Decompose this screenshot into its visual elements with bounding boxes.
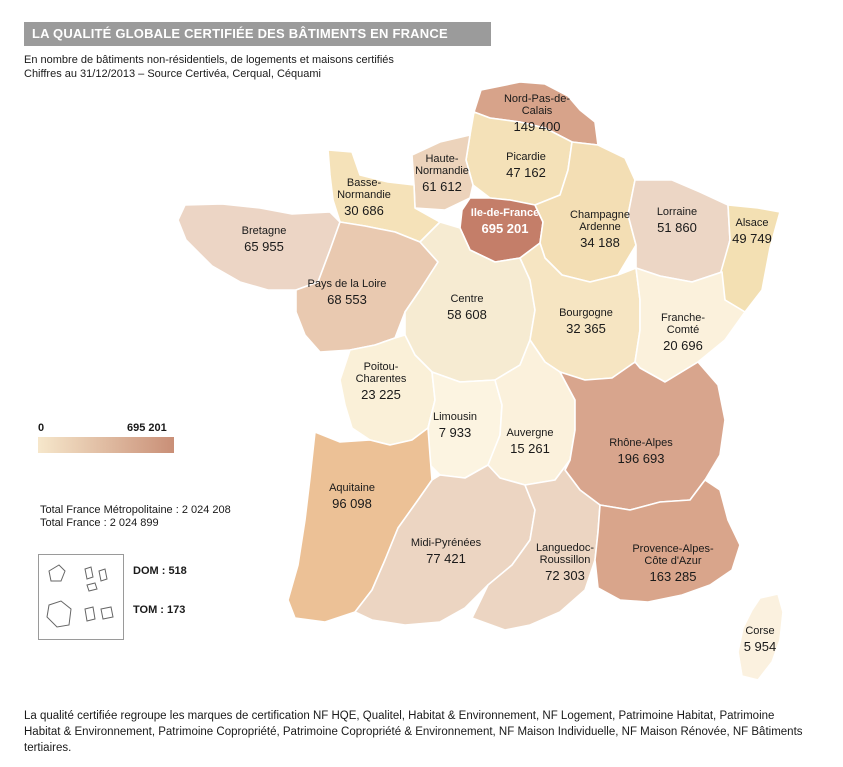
region-name-lorraine: Lorraine	[657, 206, 697, 218]
total-france: Total France : 2 024 899	[40, 517, 159, 529]
region-value-rhone-alpes: 196 693	[618, 451, 665, 466]
subtitle-line-1: En nombre de bâtiments non-résidentiels,…	[24, 54, 394, 66]
island-shape	[100, 606, 114, 620]
region-name-haute-normandie: Normandie	[415, 165, 469, 177]
region-name-nord-pas-de-calais: Calais	[522, 105, 553, 117]
region-shape-franche-comte	[634, 267, 746, 383]
region-shape-midi-pyrenees	[354, 464, 536, 626]
region-value-poitou-charentes: 23 225	[361, 387, 401, 402]
region-value-franche-comte: 20 696	[663, 338, 703, 353]
region-name-franche-comte: Franche-	[661, 312, 705, 324]
region-name-bourgogne: Bourgogne	[559, 307, 613, 319]
island-shape	[98, 568, 108, 582]
region-value-haute-normandie: 61 612	[422, 179, 462, 194]
island-shape	[84, 606, 96, 622]
region-name-franche-comte: Comté	[667, 324, 699, 336]
region-value-limousin: 7 933	[439, 425, 472, 440]
island-shape	[48, 564, 66, 582]
region-value-picardie: 47 162	[506, 165, 546, 180]
dom-tom-inset	[38, 554, 124, 640]
region-shape-corse	[737, 593, 784, 681]
region-value-basse-normandie: 30 686	[344, 203, 384, 218]
region-value-provence-alpes-cote-d-azur: 163 285	[650, 569, 697, 584]
region-name-languedoc-roussillon: Roussillon	[540, 554, 591, 566]
region-name-auvergne: Auvergne	[506, 427, 553, 439]
region-value-bretagne: 65 955	[244, 239, 284, 254]
region-value-midi-pyrenees: 77 421	[426, 551, 466, 566]
region-shape-provence-alpes-cote-dazur	[594, 479, 741, 603]
region-name-basse-normandie: Normandie	[337, 189, 391, 201]
region-value-languedoc-roussillon: 72 303	[545, 568, 585, 583]
region-name-pays-de-la-loire: Pays de la Loire	[308, 278, 387, 290]
region-shape-languedoc-roussillon	[471, 459, 601, 631]
legend-color-gradient	[38, 437, 174, 453]
dom-tom-islands	[46, 564, 114, 628]
region-value-centre: 58 608	[447, 307, 487, 322]
island-shape	[46, 600, 72, 628]
region-value-pays-de-la-loire: 68 553	[327, 292, 367, 307]
region-value-auvergne: 15 261	[510, 441, 550, 456]
region-value-alsace: 49 749	[732, 231, 772, 246]
region-value-lorraine: 51 860	[657, 220, 697, 235]
region-value-corse: 5 954	[744, 639, 777, 654]
region-name-centre: Centre	[450, 293, 483, 305]
region-value-champagneardenne: 34 188	[580, 235, 620, 250]
region-name-haute-normandie: Haute-	[425, 153, 458, 165]
region-name-aquitaine: Aquitaine	[329, 482, 375, 494]
island-shape	[84, 566, 94, 580]
region-name-rhone-alpes: Rhône-Alpes	[609, 437, 673, 449]
region-name-poitou-charentes: Charentes	[356, 373, 407, 385]
region-name-corse: Corse	[745, 625, 774, 637]
footer-note: La qualité certifiée regroupe les marque…	[24, 710, 803, 754]
region-name-champagneardenne: Champagne	[570, 209, 630, 221]
region-name-ile-de-france: Ile-de-France	[471, 207, 539, 219]
region-name-languedoc-roussillon: Languedoc-	[536, 542, 594, 554]
region-value-nord-pas-de-calais: 149 400	[514, 119, 561, 134]
region-name-alsace: Alsace	[735, 217, 768, 229]
region-name-provence-alpes-cote-d-azur: Provence-Alpes-	[632, 543, 714, 555]
legend-min-label: 0	[38, 422, 45, 434]
region-name-provence-alpes-cote-d-azur: Côte d'Azur	[644, 555, 701, 567]
map-title: LA QUALITÉ GLOBALE CERTIFIÉE DES BÂTIMEN…	[24, 22, 491, 46]
subtitle-line-2: Chiffres au 31/12/2013 – Source Certivéa…	[24, 68, 321, 80]
region-shape-alsace	[719, 204, 781, 313]
island-shape	[86, 582, 98, 592]
region-name-champagneardenne: Ardenne	[579, 221, 621, 233]
region-value-bourgogne: 32 365	[566, 321, 606, 336]
dom-total: DOM : 518	[133, 565, 187, 577]
region-name-bretagne: Bretagne	[242, 225, 287, 237]
total-metropole: Total France Métropolitaine : 2 024 208	[40, 504, 231, 516]
region-name-midi-pyrenees: Midi-Pyrénées	[411, 537, 482, 549]
region-name-limousin: Limousin	[433, 411, 477, 423]
region-value-aquitaine: 96 098	[332, 496, 372, 511]
region-name-nord-pas-de-calais: Nord-Pas-de-	[504, 93, 570, 105]
region-name-poitou-charentes: Poitou-	[364, 361, 399, 373]
legend-max-label: 695 201	[127, 422, 167, 434]
region-name-basse-normandie: Basse-	[347, 177, 382, 189]
tom-total: TOM : 173	[133, 604, 186, 616]
region-name-picardie: Picardie	[506, 151, 546, 163]
region-value-ile-de-france: 695 201	[482, 221, 529, 236]
